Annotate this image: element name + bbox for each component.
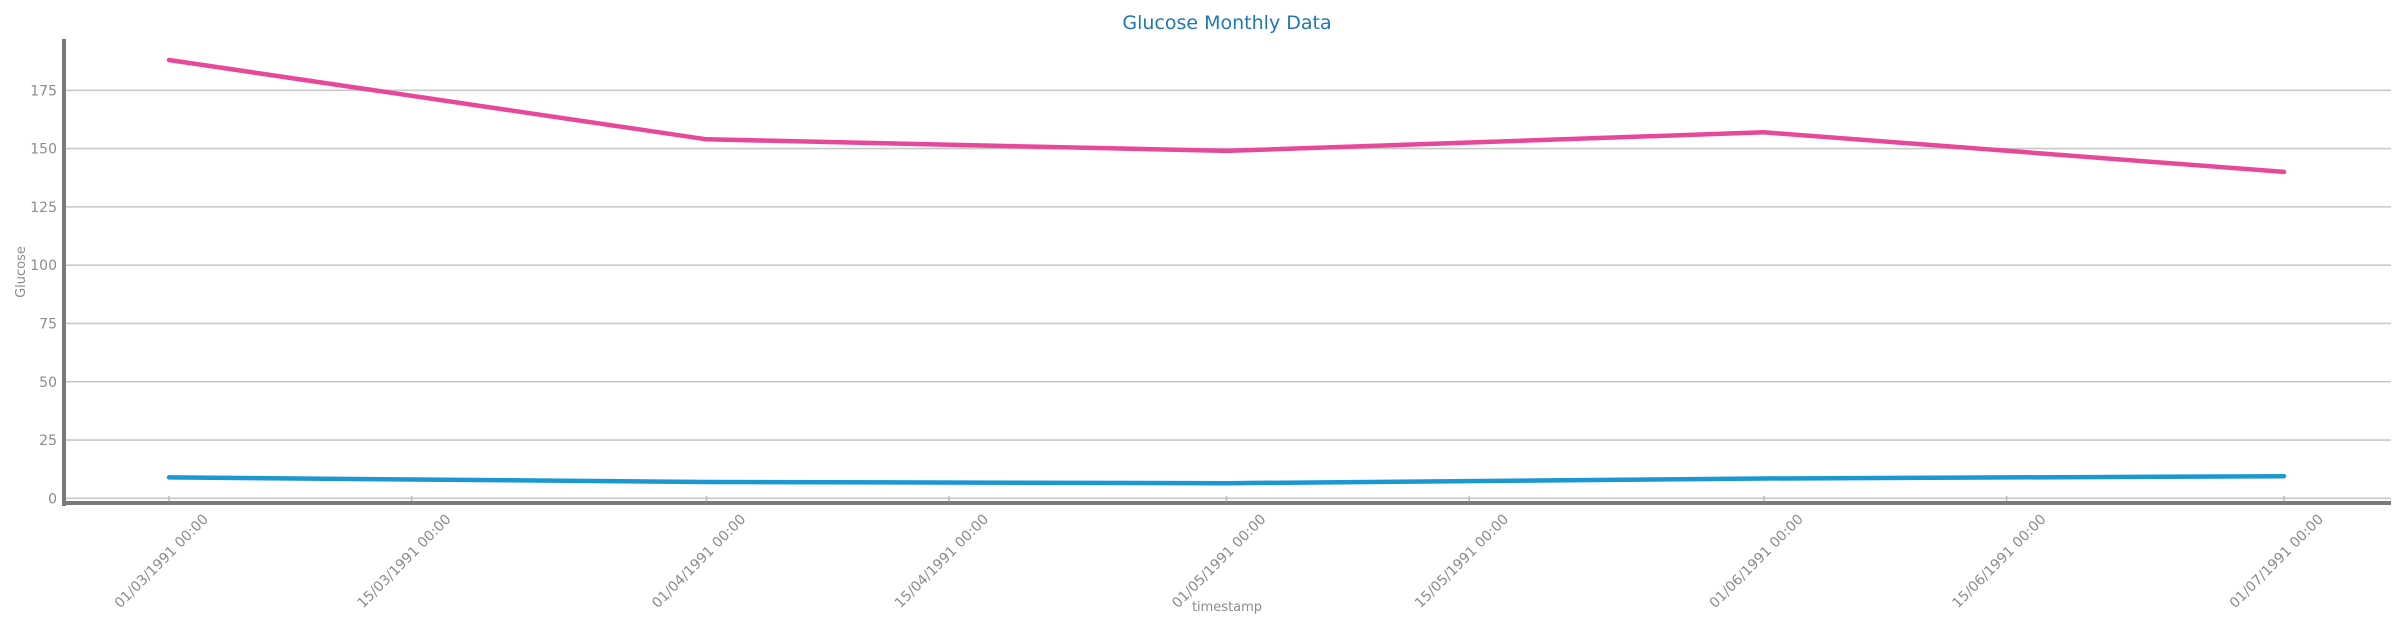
grid-lines: [64, 89, 2391, 500]
y-tick-label: 50: [39, 375, 57, 391]
y-axis-ticks: 0 25 50 75 100 125 150 175: [30, 83, 57, 507]
x-tick-label: 01/03/1991 00:00: [112, 512, 212, 612]
x-tick-label: 01/06/1991 00:00: [1707, 512, 1807, 612]
x-tick-label: 01/07/1991 00:00: [2227, 512, 2327, 612]
y-tick-label: 75: [39, 316, 57, 332]
y-tick-label: 100: [30, 258, 57, 274]
y-tick-label: 150: [30, 142, 57, 158]
x-axis-ticks: 01/03/1991 00:00 15/03/1991 00:00 01/04/19…: [112, 496, 2327, 612]
x-tick-label: 15/06/1991 00:00: [1949, 512, 2049, 612]
y-tick-label: 175: [30, 83, 57, 99]
y-axis-label: Glucose: [14, 246, 29, 298]
x-axis-label: timestamp: [1192, 600, 1262, 615]
x-tick-label: 15/04/1991 00:00: [892, 512, 992, 612]
x-tick-label: 15/05/1991 00:00: [1412, 512, 1512, 612]
x-tick-label: 01/05/1991 00:00: [1169, 512, 1269, 612]
series-layer: [166, 57, 2287, 486]
x-tick-label: 15/03/1991 00:00: [354, 512, 454, 612]
series-line-1: [166, 57, 2287, 175]
y-tick-label: 25: [39, 433, 57, 449]
chart-title: Glucose Monthly Data: [1122, 12, 1331, 34]
y-tick-label: 125: [30, 200, 57, 216]
x-tick-label: 01/04/1991 00:00: [649, 512, 749, 612]
y-tick-label: 0: [48, 491, 57, 507]
series-line-2: [166, 473, 2287, 486]
